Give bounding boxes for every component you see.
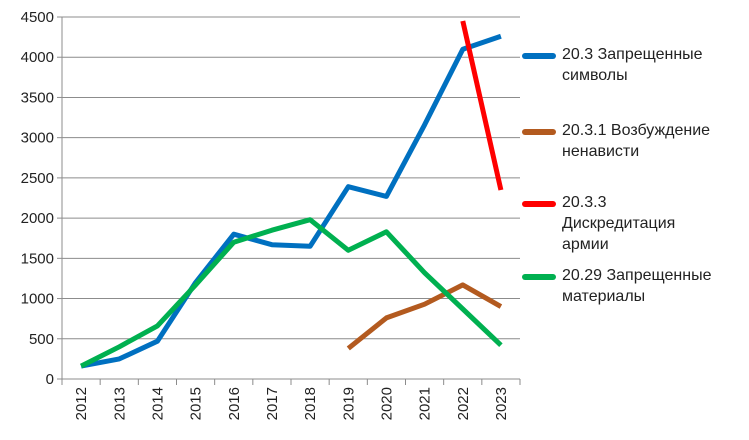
y-tick-labels: 0 500 1000 1500 2000 2500 3000 3500 4000 4500 xyxy=(21,9,54,388)
x-tick-labels: 2012 2013 2014 2015 2016 2017 2018 2019 2020 2021… xyxy=(73,387,510,420)
y-tick-label: 3000 xyxy=(21,130,54,147)
axes xyxy=(57,16,521,385)
series-line-army xyxy=(460,20,504,191)
grid xyxy=(62,16,520,340)
x-tick-label: 2014 xyxy=(149,387,166,420)
series-lines xyxy=(79,20,504,369)
y-tick-label: 4000 xyxy=(21,49,54,66)
y-tick-label: 4500 xyxy=(21,9,54,26)
x-tick-label: 2015 xyxy=(188,387,205,420)
y-tick-label: 0 xyxy=(46,371,54,388)
x-tick-label: 2020 xyxy=(378,387,395,420)
y-tick-label: 3500 xyxy=(21,89,54,106)
legend-item-hatred: 20.3.1 Возбуждение ненависти xyxy=(520,120,745,162)
x-tick-label: 2013 xyxy=(111,387,128,420)
legend-label-army: 20.3.3 Дискредитация армии xyxy=(562,194,676,253)
x-tick-label: 2022 xyxy=(455,387,472,420)
x-tick-label: 2018 xyxy=(302,387,319,420)
x-tick-label: 2019 xyxy=(340,387,357,420)
y-tick-label: 1000 xyxy=(21,291,54,308)
y-tick-label: 1500 xyxy=(21,250,54,267)
y-tick-label: 2000 xyxy=(21,210,54,227)
series-line-symbols xyxy=(80,33,502,369)
x-tick-label: 2021 xyxy=(417,387,434,420)
y-tick-label: 500 xyxy=(29,331,54,348)
series-line-materials xyxy=(79,217,503,369)
legend-label-symbols: 20.3 Запрещенные символы xyxy=(562,46,703,84)
legend: 20.3 Запрещенные символы 20.3.1 Возбужде… xyxy=(520,38,745,307)
y-tick-label: 2500 xyxy=(21,170,54,187)
legend-swatch-army xyxy=(522,201,556,207)
series-line-hatred xyxy=(346,282,503,351)
x-tick-label: 2023 xyxy=(493,387,510,420)
legend-label-materials: 20.29 Запрещенные материалы xyxy=(562,267,712,305)
legend-item-symbols: 20.3 Запрещенные символы xyxy=(520,44,745,86)
legend-item-materials: 20.29 Запрещенные материалы xyxy=(520,265,745,307)
x-tick-label: 2012 xyxy=(73,387,90,420)
x-tick-label: 2017 xyxy=(264,387,281,420)
legend-swatch-symbols xyxy=(522,53,556,59)
x-tick-label: 2016 xyxy=(226,387,243,420)
legend-swatch-hatred xyxy=(522,129,556,135)
legend-label-hatred: 20.3.1 Возбуждение ненависти xyxy=(562,122,711,160)
legend-swatch-materials xyxy=(522,274,556,280)
legend-item-army: 20.3.3 Дискредитация армии xyxy=(520,192,745,255)
